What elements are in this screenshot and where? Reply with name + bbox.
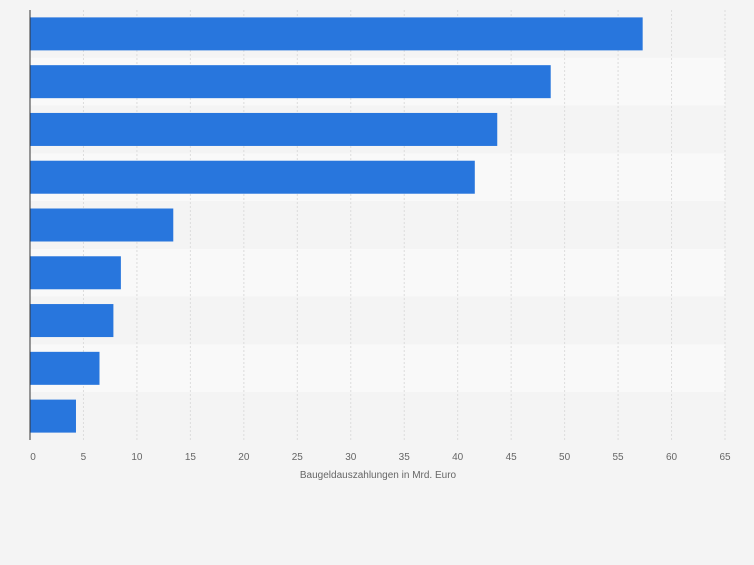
x-tick-label: 5 <box>81 452 87 463</box>
bar[interactable] <box>30 160 475 194</box>
row-band <box>30 248 725 297</box>
x-tick-label: 50 <box>559 452 571 463</box>
x-tick-label: 10 <box>131 452 143 463</box>
bar[interactable] <box>30 208 174 242</box>
bar[interactable] <box>30 351 100 385</box>
bar[interactable] <box>30 399 76 433</box>
x-tick-label: 15 <box>185 452 197 463</box>
x-tick-label: 65 <box>719 452 731 463</box>
bars <box>30 17 643 433</box>
bar[interactable] <box>30 65 551 99</box>
x-tick-label: 45 <box>506 452 518 463</box>
x-axis-label: Baugeldauszahlungen in Mrd. Euro <box>300 470 457 481</box>
x-tick-label: 35 <box>399 452 411 463</box>
x-tick-label: 30 <box>345 452 357 463</box>
x-tick-label: 25 <box>292 452 304 463</box>
row-band <box>30 296 725 345</box>
bar[interactable] <box>30 112 498 146</box>
x-axis-ticks: 0 5 10 15 20 25 30 35 40 45 50 55 60 65 <box>30 452 731 463</box>
x-tick-label: 40 <box>452 452 464 463</box>
bar[interactable] <box>30 17 643 51</box>
row-band <box>30 392 725 440</box>
bar[interactable] <box>30 304 114 338</box>
x-tick-label: 55 <box>613 452 625 463</box>
x-tick-label: 60 <box>666 452 678 463</box>
bar[interactable] <box>30 256 121 290</box>
x-tick-label: 20 <box>238 452 250 463</box>
x-tick-label: 0 <box>30 452 36 463</box>
row-band <box>30 344 725 393</box>
